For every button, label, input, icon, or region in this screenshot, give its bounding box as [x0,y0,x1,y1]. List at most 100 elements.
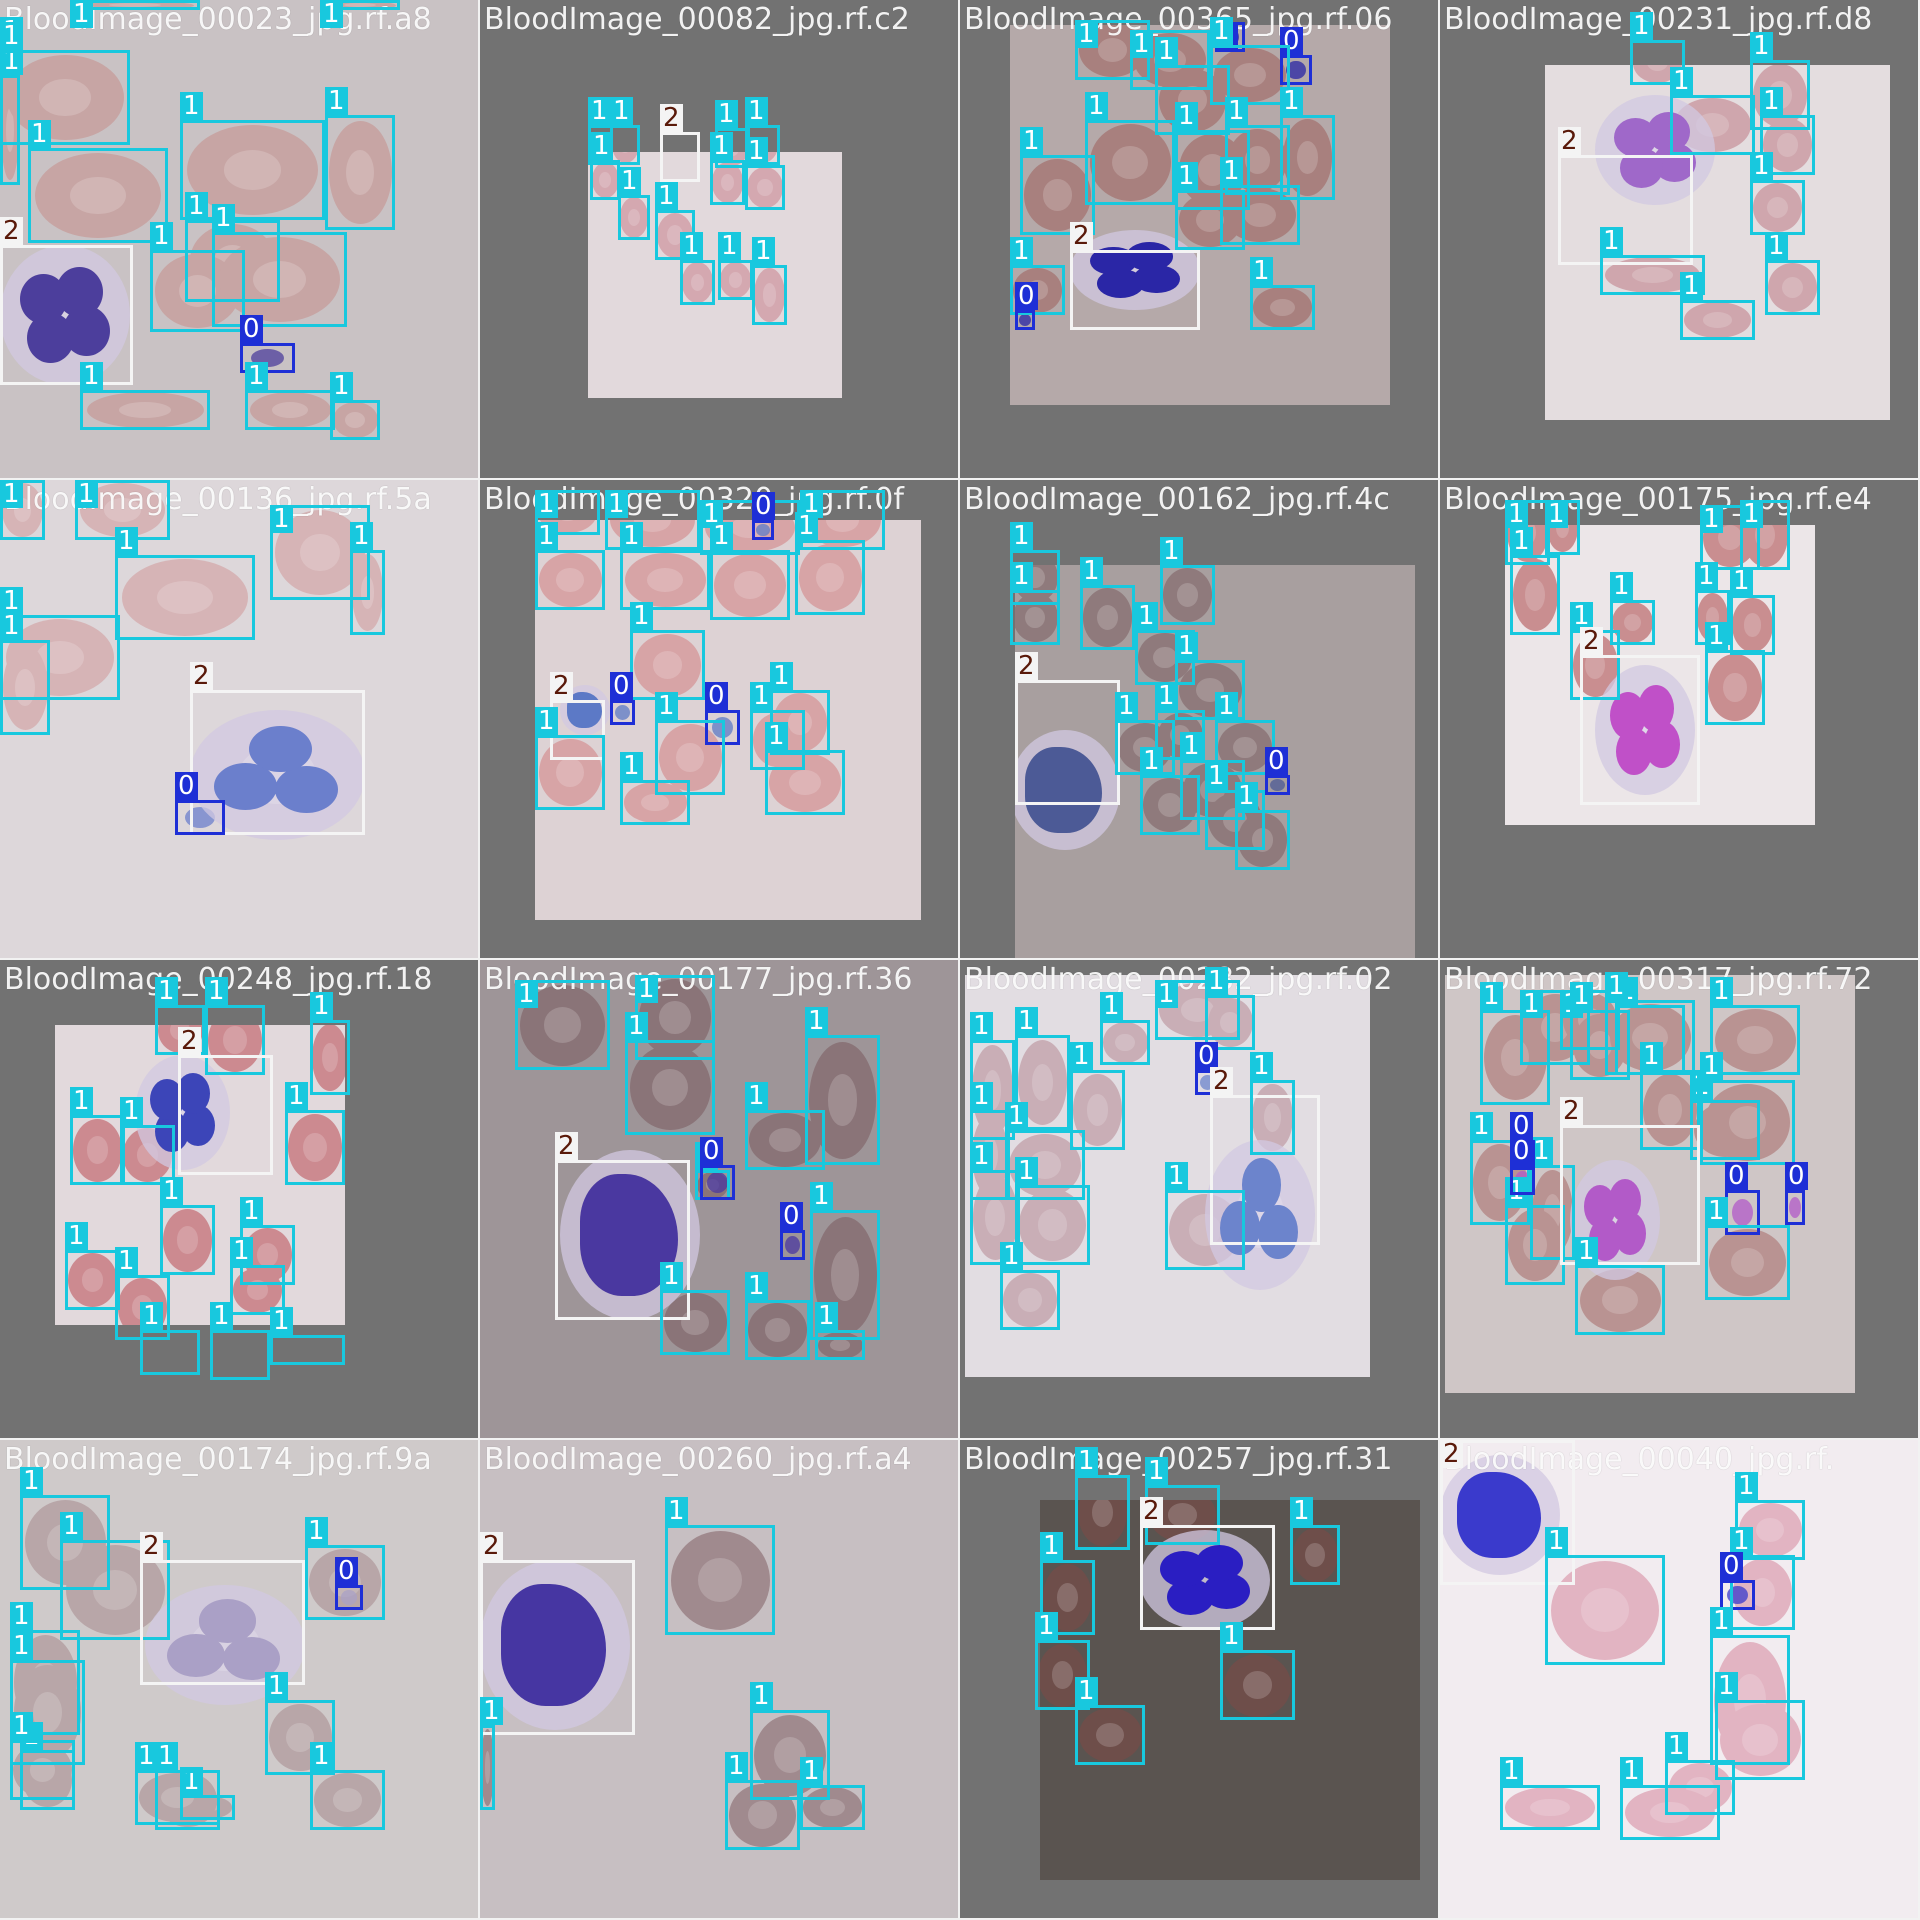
bbox-class-2: 2 [1015,652,1120,805]
bbox-class-tag: 1 [1035,1612,1058,1640]
bbox-class-tag: 1 [680,232,703,260]
bbox-class-1: 1 [665,1497,775,1635]
mosaic-tile: BloodImage_00162_jpg.rf.4c 1 1 1 1 1 1 2 1 1 1 1 1 1 0… [960,480,1440,960]
bbox-class-1: 1 [1520,990,1590,1065]
blood-smear-photo [535,520,921,920]
bbox-class-tag: 1 [140,1302,163,1330]
bbox-class-tag: 1 [70,0,93,28]
bbox-class-1: 1 [265,1672,335,1775]
bbox-class-1: 1 [810,1182,880,1340]
bbox-class-tag: 1 [180,92,203,120]
bbox-class-tag: 1 [1705,1197,1728,1225]
bbox-class-tag: 1 [1130,30,1153,58]
blood-smear-photo [1040,1500,1420,1880]
bbox-class-1: 1 [1040,1532,1095,1635]
bbox-class-tag: 1 [120,1097,143,1125]
red-blood-cell [1732,598,1773,652]
bbox-class-tag: 1 [1085,92,1108,120]
red-blood-cell [624,553,706,607]
red-blood-cell [1143,778,1197,832]
bbox-class-1: 1 [1000,1242,1060,1330]
cell-nucleus [567,692,602,728]
bbox-class-1: 1 [535,490,600,535]
red-blood-cell [1292,1528,1338,1582]
red-blood-cell [1512,559,1558,631]
red-blood-cell [1078,1708,1142,1762]
mosaic-tile: BloodImage_00365_jpg.rf.0611100111111111… [960,0,1440,480]
bbox-class-1: 1 [1640,1042,1700,1150]
bbox-class-1: 1 [815,1302,865,1360]
bbox-class-1: 1 [320,0,400,28]
bbox-class-tag: 1 [350,522,373,550]
bbox-class-2: 2 [480,1532,635,1735]
red-blood-cell [1709,1228,1786,1297]
bbox-class-tag: 1 [1290,1497,1313,1525]
bbox-class-tag: 1 [1750,152,1773,180]
bbox-class-tag: 1 [70,1087,93,1115]
bbox-class-1: 1 [1710,977,1800,1075]
bbox-class-tag: 2 [0,217,23,245]
bbox-class-tag: 1 [718,232,741,260]
bbox-class-tag: 1 [1175,162,1198,190]
bbox-class-tag: 1 [1545,500,1568,528]
bbox-class-1: 1 [752,237,787,325]
mosaic-tile: BloodImage_00260_jpg.rf.a4 1 2 1 1 1 1 [480,1440,960,1920]
bbox-class-tag: 1 [815,1302,838,1330]
bbox-class-tag: 1 [605,490,628,518]
bbox-class-2: 2 [1070,222,1200,330]
bbox-class-1: 1 [1160,537,1215,625]
bbox-class-tag: 0 [700,1137,723,1165]
red-blood-cell [1042,1563,1093,1632]
red-blood-cell [162,1208,213,1272]
bbox-class-1: 1 [1575,1237,1665,1335]
bbox-class-tag: 1 [1510,527,1533,555]
bbox-class-1: 1 [1250,1052,1295,1155]
bbox-class-1: 1 [1100,992,1150,1065]
bbox-class-1: 1 [1075,1447,1130,1550]
bbox-class-tag: 1 [210,1302,233,1330]
red-blood-cell [798,543,862,612]
bbox-class-1: 1 [28,120,168,243]
blood-smear-photo [0,0,478,478]
bbox-class-tag: 1 [1075,20,1098,48]
bbox-class-tag: 1 [752,237,775,265]
bbox-class-tag: 1 [625,1012,648,1040]
bbox-class-tag: 1 [655,182,678,210]
bbox-class-1: 1 [680,232,715,305]
bbox-class-1: 1 [970,1142,1020,1265]
bbox-class-tag: 1 [1020,127,1043,155]
red-blood-cell [1178,663,1242,717]
mosaic-tile: BloodImage_00231_jpg.rf.d8 1 1 1 1 2 1 1 1 1 [1440,0,1920,480]
bbox-class-1: 1 [1760,87,1815,175]
bbox-class-tag: 2 [190,662,213,690]
bbox-class-tag: 1 [970,1012,993,1040]
red-blood-cell [187,125,318,215]
bbox-class-tag: 2 [480,1532,503,1560]
red-blood-cell [748,1303,807,1357]
bbox-class-tag: 1 [800,490,823,518]
bbox-class-1: 1 [1010,562,1060,645]
bbox-class-2: 2 [190,662,365,835]
bbox-class-tag: 1 [480,1697,503,1725]
bbox-class-tag: 1 [230,1237,253,1265]
red-blood-cell [76,0,194,10]
bbox-class-tag: 2 [1140,1497,1163,1525]
bbox-class-tag: 1 [620,752,643,780]
bbox-class-2: 2 [1440,1440,1575,1585]
bbox-class-0: 0 [610,672,635,725]
bbox-class-tag: 1 [1075,1677,1098,1705]
bbox-class-2: 2 [178,1027,273,1175]
bbox-class-tag: 1 [1205,762,1228,790]
platelet [756,524,770,536]
mosaic-tile: BloodImage_00082_jpg.rf.c2 1 1 1 1 2 1 1 1 1 1 1 1 1 [480,0,960,480]
bbox-class-tag: 1 [1700,505,1723,533]
bbox-class-2: 2 [1210,1067,1320,1245]
bbox-class-tag: 0 [1510,1137,1533,1165]
bbox-class-tag: 1 [1140,747,1163,775]
bbox-class-tag: 1 [0,612,23,640]
bbox-class-tag: 1 [1250,257,1273,285]
bbox-class-1: 1 [1205,967,1255,1050]
tile-filename-label: BloodImage_00082_jpg.rf.c2 [484,2,910,37]
red-blood-cell [1708,653,1762,722]
bbox-class-tag: 1 [1500,1757,1523,1785]
